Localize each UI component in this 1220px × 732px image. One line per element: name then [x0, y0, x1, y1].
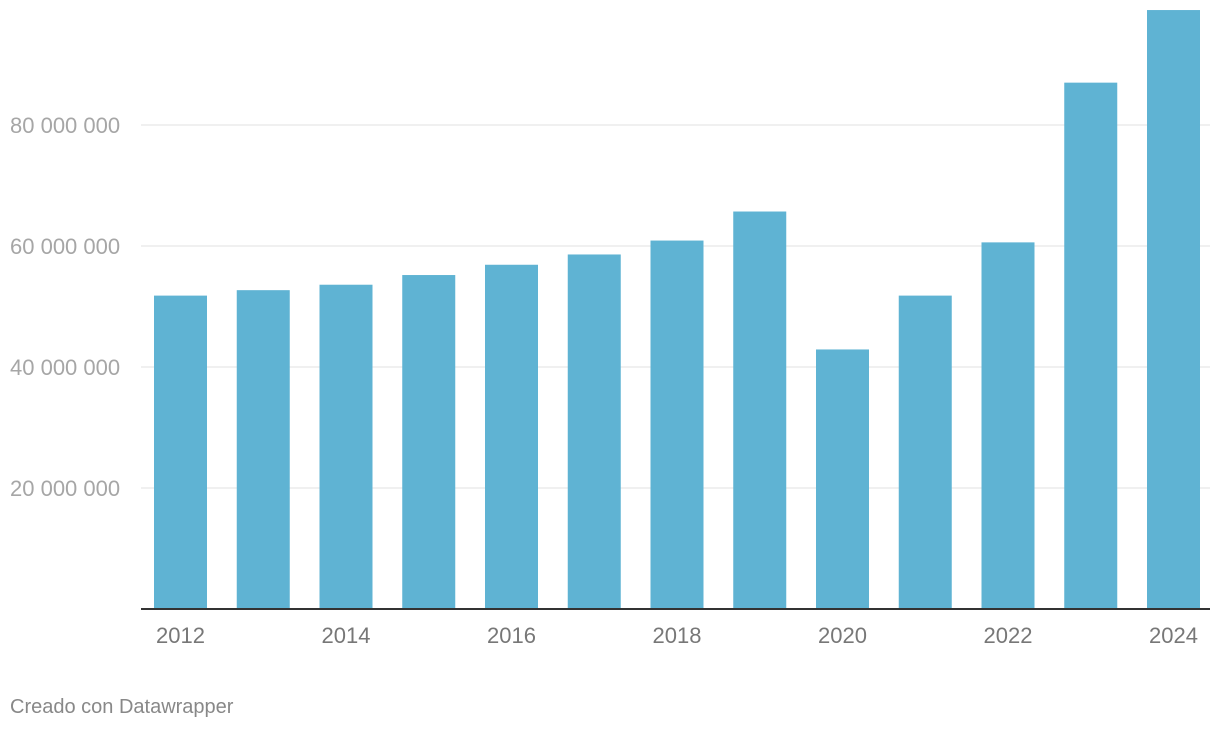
bar-2013	[236, 290, 290, 609]
bar-2016	[485, 264, 538, 609]
bar-2023	[1064, 82, 1118, 609]
y-tick-label: 80 000 000	[10, 113, 120, 138]
y-tick-label: 40 000 000	[10, 355, 120, 380]
x-tick-label: 2020	[818, 623, 867, 648]
bar-2014	[319, 284, 373, 609]
y-axis-tick-labels: 20 000 000 40 000 000 60 000 000 80 000 000	[10, 113, 120, 501]
bars	[154, 10, 1200, 610]
bar-2021	[898, 295, 952, 609]
x-axis-tick-labels: 2012 2014 2016 2018 2020 2022 2024	[156, 623, 1198, 648]
bar-2020	[816, 349, 869, 609]
x-tick-label: 2024	[1149, 623, 1198, 648]
bar-2024	[1147, 10, 1200, 610]
bar-2018	[650, 240, 704, 609]
bar-2017	[567, 254, 621, 609]
x-tick-label: 2018	[653, 623, 702, 648]
datawrapper-credit: Creado con Datawrapper	[10, 696, 234, 718]
x-tick-label: 2022	[984, 623, 1033, 648]
bar-2015	[402, 275, 456, 609]
bar-2022	[981, 242, 1035, 609]
x-tick-label: 2012	[156, 623, 205, 648]
y-tick-label: 60 000 000	[10, 234, 120, 259]
y-tick-label: 20 000 000	[10, 476, 120, 501]
x-tick-label: 2014	[322, 623, 371, 648]
x-tick-label: 2016	[487, 623, 536, 648]
bar-2012	[154, 295, 207, 609]
bar-2019	[733, 211, 787, 609]
